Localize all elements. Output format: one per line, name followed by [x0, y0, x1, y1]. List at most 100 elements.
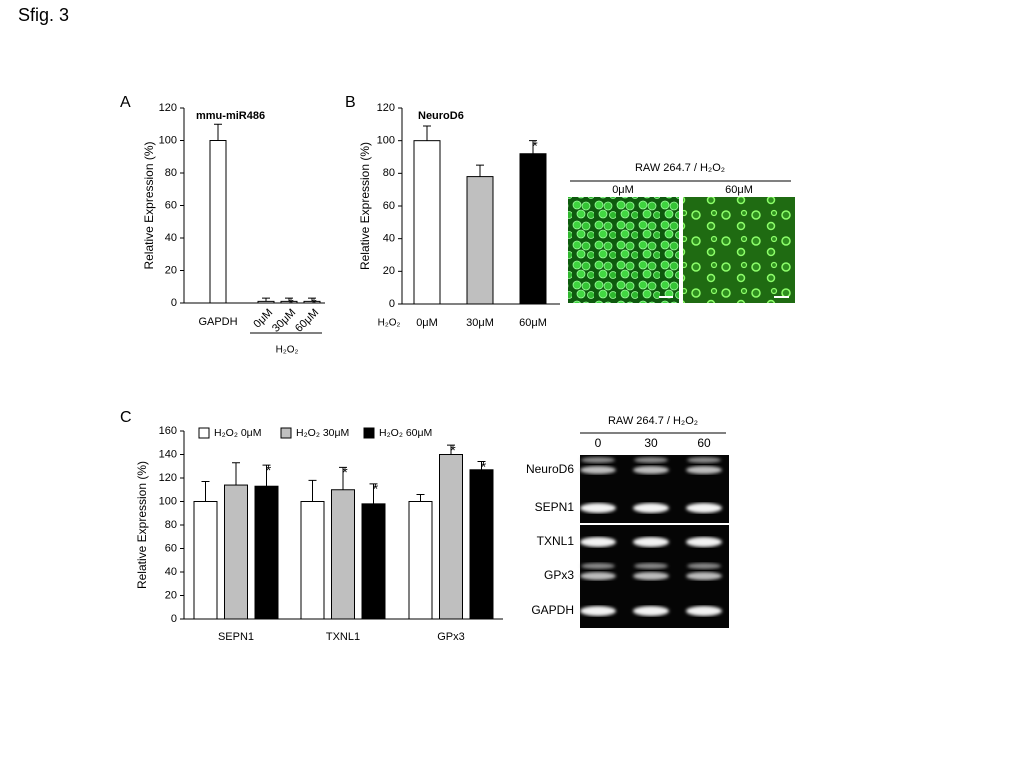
y-tick-label: 60: [383, 200, 395, 212]
error-bar: [339, 466, 347, 490]
y-tick-label: 60: [165, 199, 177, 211]
y-tick-label: 120: [159, 102, 177, 114]
bar: [413, 140, 441, 305]
error-bar: [423, 125, 431, 141]
y-tick-label: 140: [159, 448, 177, 460]
y-axis-label: Relative Expression (%): [135, 461, 149, 589]
gel-band: [633, 606, 669, 616]
panel-label: A: [120, 94, 131, 111]
gel-row-label: GAPDH: [531, 603, 574, 617]
y-tick-label: 100: [159, 495, 177, 507]
error-bar: [214, 123, 222, 141]
gel-band: [686, 466, 722, 474]
bar: [439, 454, 463, 620]
significance-mark: *: [373, 481, 379, 497]
significance-mark: *: [481, 458, 487, 474]
y-tick-label: 120: [377, 102, 395, 114]
gel-band: [633, 537, 669, 547]
significance-mark: *: [266, 462, 272, 478]
figure-title: Sfig. 3: [18, 5, 69, 25]
y-tick-label: 40: [383, 233, 395, 245]
x-tick-label: 60μM: [293, 307, 321, 335]
micrograph-image: [568, 197, 679, 303]
micrograph-label: 0μM: [612, 184, 634, 196]
y-tick-label: 0: [171, 297, 177, 309]
gel-lane-label: 60: [697, 436, 711, 450]
bar: [361, 503, 386, 620]
gel-band: [580, 606, 616, 616]
bar: [408, 501, 433, 620]
error-bar: [285, 297, 293, 302]
y-tick-label: 80: [165, 519, 177, 531]
error-bar: [477, 461, 486, 470]
error-bar: [416, 493, 425, 502]
x-tick-label: 30μM: [466, 317, 494, 329]
legend-label: H₂O₂ 60μM: [379, 427, 432, 439]
gel-row-label: SEPN1: [535, 500, 575, 514]
y-tick-label: 100: [159, 134, 177, 146]
y-tick-label: 80: [165, 167, 177, 179]
error-bar: [262, 464, 271, 487]
gel-band: [686, 537, 722, 547]
gel-lane-label: 0: [595, 436, 602, 450]
y-tick-label: 100: [377, 135, 395, 147]
significance-mark: *: [450, 442, 456, 458]
micrograph-image: [683, 197, 795, 303]
error-bar: [201, 481, 210, 502]
legend-swatch: [280, 427, 292, 439]
chart-title: mmu-miR486: [196, 110, 265, 122]
error-bar: [369, 483, 378, 504]
y-tick-label: 60: [165, 542, 177, 554]
y-tick-label: 20: [165, 589, 177, 601]
significance-mark: *: [311, 295, 317, 311]
y-axis-label: Relative Expression (%): [358, 142, 372, 270]
error-bar: [529, 140, 537, 154]
gel-band: [634, 563, 668, 569]
error-bar: [476, 164, 484, 177]
micrograph-title: RAW 264.7 / H₂O₂: [635, 162, 725, 174]
bar: [224, 484, 248, 620]
bar: [193, 501, 218, 620]
gel-band: [580, 503, 616, 513]
y-tick-label: 40: [165, 566, 177, 578]
gel-band: [633, 503, 669, 513]
gel-row-label: GPx3: [544, 568, 574, 582]
x-axis-label: H₂O₂: [378, 318, 401, 329]
gel-band: [687, 457, 721, 463]
gel-band: [581, 563, 615, 569]
gel-bands: [580, 457, 722, 616]
legend-swatch: [198, 427, 210, 439]
gel-band: [686, 503, 722, 513]
gel-band: [580, 572, 616, 580]
gel-band: [686, 572, 722, 580]
gel-band: [634, 457, 668, 463]
y-tick-label: 40: [165, 232, 177, 244]
gel-band: [686, 606, 722, 616]
legend-swatch: [363, 427, 375, 439]
gel-band: [687, 563, 721, 569]
gel-band: [581, 457, 615, 463]
micrograph-label: 60μM: [725, 184, 753, 196]
bar: [209, 140, 227, 304]
bar: [254, 485, 279, 620]
x-tick-label: TXNL1: [326, 631, 360, 643]
y-tick-label: 0: [171, 613, 177, 625]
error-bar: [447, 444, 455, 455]
significance-mark: *: [288, 295, 294, 311]
gel-band: [580, 537, 616, 547]
gel-band: [633, 466, 669, 474]
panel-label: B: [345, 94, 356, 111]
panel-label: C: [120, 409, 132, 426]
legend-label: H₂O₂ 30μM: [296, 427, 349, 439]
bar: [519, 153, 547, 305]
significance-mark: *: [532, 137, 538, 153]
y-tick-label: 80: [383, 167, 395, 179]
y-tick-label: 20: [165, 264, 177, 276]
error-bar: [262, 297, 270, 302]
x-tick-label: 0μM: [416, 317, 438, 329]
gel-band: [633, 572, 669, 580]
x-tick-label: 60μM: [519, 317, 547, 329]
y-axis-label: Relative Expression (%): [142, 141, 156, 269]
